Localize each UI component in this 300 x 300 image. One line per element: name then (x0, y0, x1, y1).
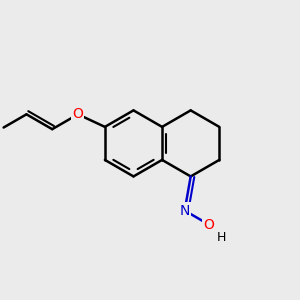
Text: O: O (73, 107, 83, 121)
Text: H: H (217, 231, 226, 244)
Text: N: N (179, 204, 190, 218)
Text: O: O (203, 218, 214, 232)
